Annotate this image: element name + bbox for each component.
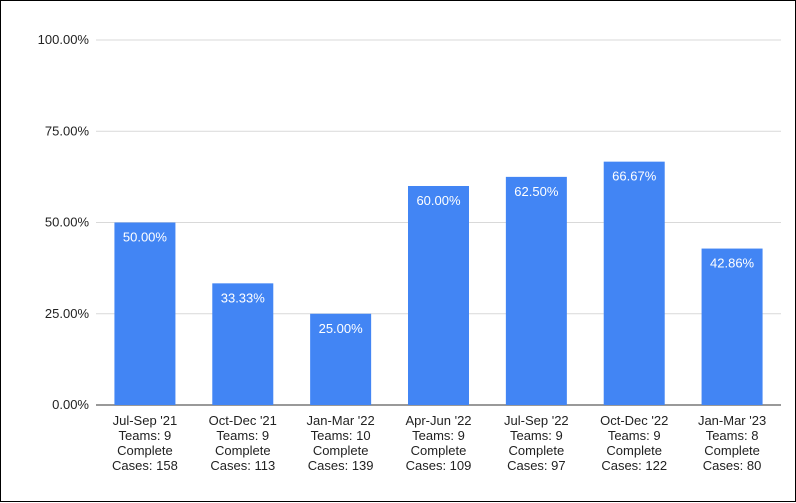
x-category-label: Teams: 9 [510,428,563,443]
bar-value-label: 42.86% [710,256,755,271]
bar [114,222,176,405]
x-category-label: Jan-Mar '23 [698,413,766,428]
x-category-label: Cases: 109 [406,458,472,473]
x-category-label: Cases: 139 [308,458,374,473]
x-category-label: Complete [704,443,760,458]
bar-value-label: 25.00% [319,321,364,336]
y-tick-label: 0.00% [52,397,89,412]
x-category-label: Jul-Sep '22 [504,413,569,428]
x-category-label: Apr-Jun '22 [405,413,471,428]
x-category-label: Complete [509,443,565,458]
bar-value-label: 60.00% [416,193,461,208]
y-axis-ticks: 0.00% 25.00% 50.00% 75.00% 100.00% [38,32,90,412]
x-category-label: Teams: 9 [608,428,661,443]
x-category-label: Teams: 9 [412,428,465,443]
bar [212,283,274,405]
x-category-label: Oct-Dec '21 [209,413,277,428]
bar [701,248,763,405]
x-category-label: Complete [411,443,467,458]
x-category-label: Teams: 10 [311,428,371,443]
x-category-label: Complete [215,443,271,458]
x-category-label: Cases: 97 [507,458,566,473]
y-tick-label: 75.00% [45,123,90,138]
y-tick-label: 50.00% [45,215,90,230]
bars [114,161,763,405]
data-labels: 50.00% 33.33% 25.00% 60.00% 62.50% 66.67% 42.8… [123,169,755,336]
bar-value-label: 62.50% [514,184,559,199]
x-category-label: Teams: 9 [119,428,172,443]
x-category-label: Teams: 8 [706,428,759,443]
bar [603,161,665,405]
bar-value-label: 33.33% [221,290,266,305]
x-category-label: Cases: 122 [601,458,667,473]
y-tick-label: 100.00% [38,32,90,47]
x-category-label: Complete [313,443,369,458]
x-category-label: Jan-Mar '22 [307,413,375,428]
x-category-label: Jul-Sep '21 [113,413,178,428]
bar-value-label: 66.67% [612,169,657,184]
x-category-label: Cases: 158 [112,458,178,473]
bar [310,313,372,405]
x-category-label: Cases: 113 [210,458,275,473]
bar [408,186,469,405]
x-category-label: Oct-Dec '22 [600,413,668,428]
bar-value-label: 50.00% [123,230,168,245]
y-tick-label: 25.00% [45,306,90,321]
x-category-label: Teams: 9 [216,428,269,443]
bar [505,176,567,405]
x-category-label: Complete [606,443,662,458]
x-category-label: Complete [117,443,173,458]
x-category-label: Cases: 80 [703,458,762,473]
